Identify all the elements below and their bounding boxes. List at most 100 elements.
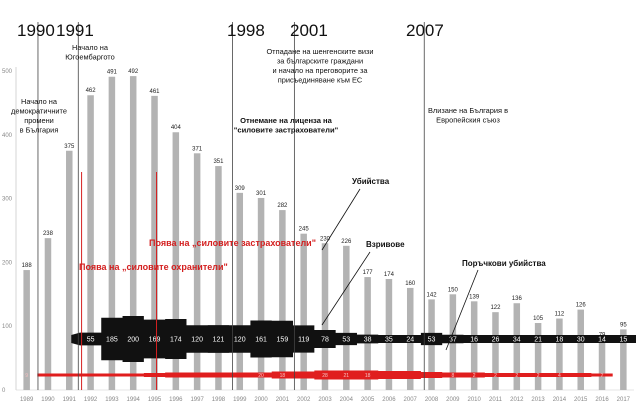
y-tick-label: 300 bbox=[2, 197, 13, 203]
bar bbox=[620, 329, 627, 390]
bar bbox=[470, 301, 478, 390]
x-tick-label: 2006 bbox=[382, 397, 396, 403]
legend-pointer bbox=[321, 251, 371, 326]
contract-value-label: 9 bbox=[25, 373, 28, 379]
bar-value-label: 351 bbox=[213, 159, 224, 165]
band-value-label: 53 bbox=[342, 337, 350, 344]
bar-value-label: 95 bbox=[620, 322, 627, 328]
x-tick-label: 2007 bbox=[404, 397, 418, 403]
event-annotation: Влизане на България в bbox=[428, 106, 508, 115]
bar-value-label: 282 bbox=[277, 203, 288, 209]
event-annotation: Отпадане на шенгенските визи bbox=[266, 47, 373, 56]
bar bbox=[193, 153, 201, 390]
legend-pointer bbox=[321, 188, 361, 251]
band-value-label: 21 bbox=[534, 337, 542, 344]
bar-value-label: 136 bbox=[512, 296, 523, 302]
band-value-label: 174 bbox=[170, 337, 182, 344]
x-tick-label: 2013 bbox=[531, 397, 545, 403]
bar-value-label: 461 bbox=[150, 89, 161, 95]
bar bbox=[364, 277, 371, 390]
event-annotation: в България bbox=[20, 126, 59, 135]
contract-value-label: 2 bbox=[473, 373, 476, 379]
band-value-label: 18 bbox=[556, 337, 564, 344]
band-value-label: 16 bbox=[470, 337, 478, 344]
event-year-label: 2001 bbox=[290, 21, 328, 40]
band-value-label: 35 bbox=[385, 337, 393, 344]
bar-value-label: 160 bbox=[405, 281, 416, 287]
bar bbox=[598, 339, 606, 390]
bar-value-label: 309 bbox=[235, 186, 246, 192]
bar-value-label: 226 bbox=[341, 239, 352, 245]
y-tick-label: 100 bbox=[2, 324, 13, 330]
bar bbox=[172, 132, 180, 391]
bar bbox=[87, 95, 94, 390]
x-tick-label: 1999 bbox=[233, 397, 247, 403]
bar bbox=[343, 245, 350, 390]
x-tick-label: 1990 bbox=[41, 397, 55, 403]
x-tick-label: 2017 bbox=[617, 397, 631, 403]
band-value-label: 161 bbox=[255, 337, 267, 344]
red-event-label: Поява на „силовите застрахователи" bbox=[149, 238, 316, 248]
bar-value-label: 188 bbox=[22, 263, 33, 269]
band-value-label: 119 bbox=[298, 337, 309, 344]
band-value-label: 30 bbox=[577, 337, 585, 344]
x-tick-label: 2000 bbox=[254, 397, 268, 403]
contract-value-label: 28 bbox=[322, 373, 328, 379]
legend-murders-label: Убийства bbox=[352, 177, 390, 186]
x-tick-label: 1991 bbox=[63, 397, 77, 403]
band-value-label: 185 bbox=[106, 337, 118, 344]
legend-pointer bbox=[445, 269, 479, 351]
bar bbox=[129, 76, 137, 390]
bar-value-label: 375 bbox=[64, 144, 75, 150]
x-tick-label: 2015 bbox=[574, 397, 588, 403]
bar bbox=[385, 278, 393, 390]
x-tick-label: 2002 bbox=[297, 397, 311, 403]
band-value-label: 121 bbox=[213, 337, 225, 344]
bar bbox=[556, 318, 563, 390]
bar-value-label: 238 bbox=[43, 231, 54, 237]
band-value-label: 159 bbox=[277, 337, 289, 344]
x-tick-label: 1997 bbox=[190, 397, 204, 403]
x-tick-label: 1989 bbox=[20, 397, 34, 403]
x-tick-label: 2016 bbox=[595, 397, 609, 403]
bar-value-label: 150 bbox=[448, 287, 459, 293]
bar bbox=[236, 192, 244, 390]
y-tick-label: 500 bbox=[2, 69, 13, 75]
band-value-label: 37 bbox=[449, 337, 457, 344]
contract-value-label: 21 bbox=[344, 373, 350, 379]
event-year-label: 1990 bbox=[17, 21, 55, 40]
bar-value-label: 142 bbox=[427, 292, 438, 298]
contract-value-label: 2 bbox=[537, 373, 540, 379]
event-annotation: демократичните bbox=[11, 107, 67, 116]
event-annotation: Начало на bbox=[72, 43, 109, 52]
x-tick-label: 1992 bbox=[84, 397, 98, 403]
contract-value-label: 18 bbox=[280, 373, 286, 379]
band-value-label: 15 bbox=[619, 337, 627, 344]
event-year-label: 1998 bbox=[227, 21, 265, 40]
band-value-label: 120 bbox=[191, 337, 203, 344]
y-tick-label: 400 bbox=[2, 133, 13, 139]
x-tick-label: 2001 bbox=[276, 397, 290, 403]
bar-value-label: 301 bbox=[256, 191, 267, 197]
legend-contract-label: Поръчкови убийства bbox=[462, 259, 546, 268]
x-tick-label: 1996 bbox=[169, 397, 183, 403]
bar-value-label: 174 bbox=[384, 272, 395, 278]
event-annotation: Начало на bbox=[21, 97, 58, 106]
bar bbox=[279, 210, 286, 390]
band-value-label: 55 bbox=[87, 337, 95, 344]
event-annotation: за българските граждани bbox=[277, 57, 363, 66]
x-tick-label: 1994 bbox=[127, 397, 141, 403]
x-tick-label: 2012 bbox=[510, 397, 524, 403]
bombings-band bbox=[71, 316, 636, 362]
event-year-label: 1991 bbox=[56, 21, 94, 40]
event-annotation: присъединяване към ЕС bbox=[278, 76, 363, 85]
contract-value-label: 20 bbox=[258, 373, 264, 379]
x-tick-label: 2008 bbox=[425, 397, 439, 403]
x-tick-label: 1995 bbox=[148, 397, 162, 403]
legend-bombings-label: Взривове bbox=[366, 240, 405, 249]
bar bbox=[577, 309, 584, 390]
bar bbox=[321, 243, 329, 390]
bar-value-label: 126 bbox=[576, 303, 587, 309]
contract-value-label: 8 bbox=[451, 373, 454, 379]
